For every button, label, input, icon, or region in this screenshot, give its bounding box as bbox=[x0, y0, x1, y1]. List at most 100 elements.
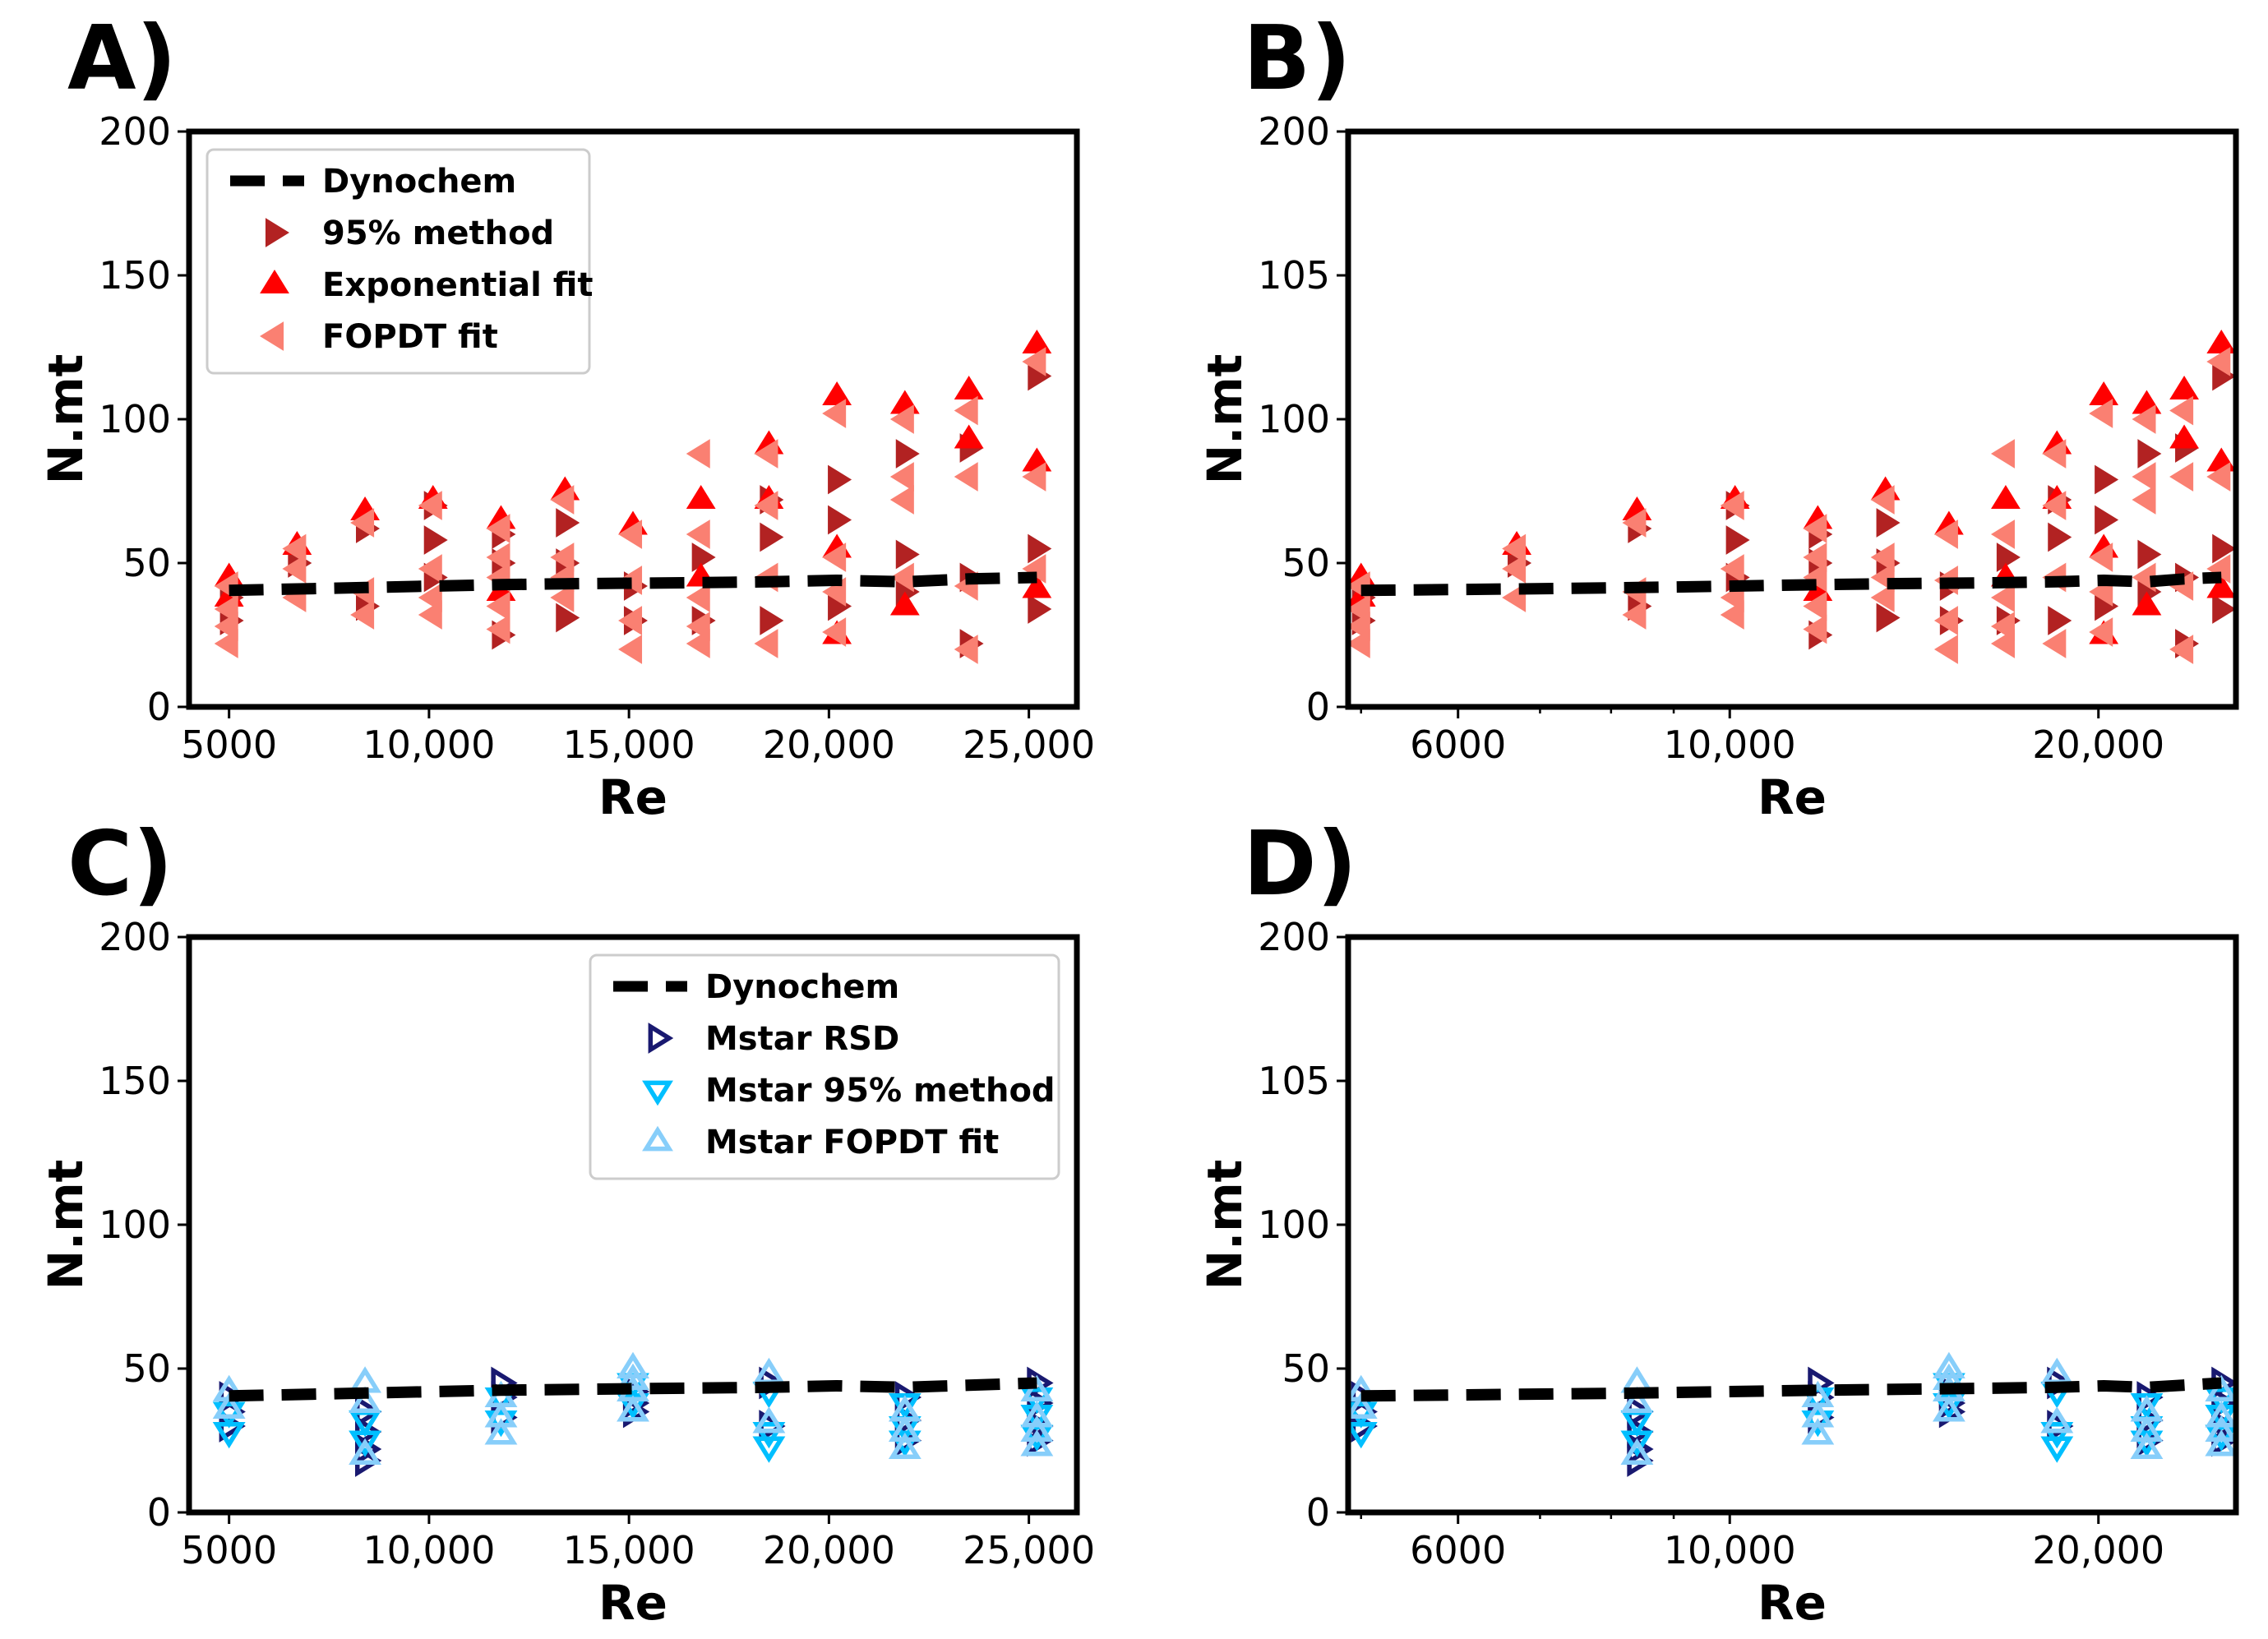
data-point bbox=[1801, 1387, 1835, 1415]
data-point bbox=[618, 606, 643, 635]
data-point bbox=[212, 1392, 246, 1420]
data-point bbox=[828, 464, 852, 495]
data-point bbox=[1620, 1386, 1654, 1414]
data-point bbox=[1803, 514, 1827, 543]
data-point bbox=[889, 485, 914, 515]
y-tick-label: 50 bbox=[122, 1346, 171, 1391]
data-point bbox=[550, 542, 575, 572]
data-point bbox=[1990, 629, 2015, 658]
legend-marker bbox=[265, 218, 289, 247]
x-axis-title: Re bbox=[1758, 1575, 1827, 1631]
data-point bbox=[2132, 390, 2162, 414]
legend-label: FOPDT fit bbox=[322, 318, 498, 356]
data-point bbox=[2040, 1406, 2074, 1434]
data-point bbox=[2048, 606, 2072, 635]
data-point bbox=[2042, 491, 2067, 520]
legend-label: Exponential fit bbox=[322, 266, 594, 304]
plot-area bbox=[1348, 330, 2236, 664]
data-point bbox=[1348, 1421, 1378, 1449]
panel-a: A) 0 50 100 150 200 5000 10,000 15,000 20,000 25,0… bbox=[38, 7, 1095, 825]
dynochem-line bbox=[229, 571, 1037, 597]
data-point bbox=[618, 635, 643, 664]
data-point bbox=[2130, 1432, 2164, 1460]
data-point bbox=[828, 505, 852, 535]
data-point bbox=[2040, 1436, 2074, 1463]
y-tick-label: 100 bbox=[99, 1203, 171, 1247]
series-mstar-fopdt-fit bbox=[1348, 1351, 2236, 1466]
y-tick-label: 0 bbox=[147, 1490, 171, 1535]
legend-marker bbox=[642, 1080, 673, 1106]
x-tick-label: 15,000 bbox=[563, 723, 695, 767]
data-point bbox=[1801, 1410, 1835, 1438]
y-axis-title: N.mt bbox=[1197, 354, 1253, 485]
y-tick-label: 0 bbox=[1306, 685, 1330, 729]
data-point bbox=[2042, 629, 2067, 658]
data-point bbox=[1803, 614, 1827, 644]
data-point bbox=[1933, 606, 1958, 635]
y-tick-label: 150 bbox=[99, 1059, 171, 1103]
y-tick-label: 200 bbox=[1258, 109, 1330, 154]
y-tick-label: 100 bbox=[99, 397, 171, 441]
data-point bbox=[888, 1432, 922, 1460]
legend: Dynochem 95% method Exponential fit FOPDT f… bbox=[206, 148, 594, 375]
y-tick-label: 50 bbox=[122, 541, 171, 585]
data-point bbox=[686, 583, 710, 612]
data-point bbox=[889, 390, 920, 414]
data-point bbox=[2132, 404, 2156, 434]
data-point bbox=[754, 629, 778, 658]
x-axis-title: Re bbox=[598, 769, 667, 825]
legend-label: Mstar 95% method bbox=[705, 1072, 1055, 1110]
data-point bbox=[1801, 1418, 1835, 1445]
data-point bbox=[954, 376, 984, 400]
data-point bbox=[214, 629, 238, 658]
legend-label: Dynochem bbox=[322, 163, 516, 201]
x-tick-label: 15,000 bbox=[563, 1528, 695, 1572]
plot-area bbox=[212, 1351, 1054, 1477]
data-point bbox=[1622, 600, 1647, 630]
data-point bbox=[2089, 381, 2119, 406]
data-point bbox=[2169, 462, 2194, 492]
data-point bbox=[754, 439, 778, 469]
data-point bbox=[1720, 554, 1744, 584]
data-point bbox=[2212, 533, 2236, 564]
data-point bbox=[2132, 462, 2156, 492]
legend-marker bbox=[642, 1125, 673, 1152]
data-point bbox=[1022, 330, 1052, 354]
data-point bbox=[2089, 617, 2113, 647]
data-point bbox=[1990, 439, 2015, 469]
data-point bbox=[1022, 462, 1046, 492]
data-point bbox=[752, 1406, 786, 1434]
legend-marker bbox=[648, 1023, 674, 1054]
x-tick-label: 5000 bbox=[181, 1528, 277, 1572]
legend: Dynochem Mstar RSD Mstar 95% method Mstar F… bbox=[589, 953, 1060, 1180]
y-tick-label: 150 bbox=[99, 253, 171, 298]
data-point bbox=[1020, 1401, 1054, 1428]
data-point bbox=[2206, 347, 2231, 376]
data-point bbox=[2132, 591, 2162, 616]
data-point bbox=[618, 519, 643, 549]
data-point bbox=[1932, 1395, 1965, 1422]
data-point bbox=[486, 614, 510, 644]
data-point bbox=[954, 424, 984, 449]
data-point bbox=[349, 1438, 381, 1466]
y-tick-label: 100 bbox=[1258, 397, 1330, 441]
y-tick-label: 105 bbox=[1258, 253, 1330, 298]
data-point bbox=[212, 1421, 246, 1449]
data-point bbox=[350, 600, 375, 630]
data-point bbox=[822, 381, 852, 406]
data-point bbox=[282, 554, 307, 584]
x-tick-label: 6000 bbox=[1410, 723, 1506, 767]
data-point bbox=[556, 603, 580, 633]
y-tick-label: 200 bbox=[99, 915, 171, 959]
data-point bbox=[617, 1363, 649, 1391]
data-point bbox=[1502, 533, 1527, 564]
data-point bbox=[754, 491, 778, 520]
series-fopdt-fit bbox=[214, 347, 1046, 664]
series-mstar-fopdt-fit bbox=[212, 1351, 1054, 1466]
data-point bbox=[1720, 600, 1744, 630]
data-point bbox=[1870, 542, 1895, 572]
data-point bbox=[1991, 485, 2021, 510]
legend-entry: 95% method bbox=[265, 215, 554, 252]
panel-d: D) 0 50 100 105 200 6000 10,000 20,000 Re N.mt bbox=[1197, 813, 2239, 1631]
data-point bbox=[423, 525, 448, 555]
